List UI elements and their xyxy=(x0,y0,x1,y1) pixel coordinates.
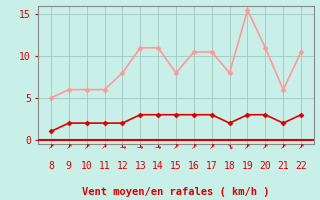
Text: ↗: ↗ xyxy=(84,142,90,151)
Text: ↗: ↗ xyxy=(191,142,197,151)
Text: ↗: ↗ xyxy=(173,142,179,151)
Text: →: → xyxy=(119,142,125,151)
Text: ↗: ↗ xyxy=(244,142,251,151)
Text: ↗: ↗ xyxy=(298,142,304,151)
Text: ↗: ↗ xyxy=(262,142,268,151)
Text: ↗: ↗ xyxy=(101,142,108,151)
Text: ↗: ↗ xyxy=(66,142,72,151)
Text: →: → xyxy=(137,142,143,151)
Text: ↗: ↗ xyxy=(209,142,215,151)
X-axis label: Vent moyen/en rafales ( km/h ): Vent moyen/en rafales ( km/h ) xyxy=(82,187,270,197)
Text: ↗: ↗ xyxy=(280,142,286,151)
Text: ↘: ↘ xyxy=(227,142,233,151)
Text: →: → xyxy=(155,142,161,151)
Text: ↗: ↗ xyxy=(48,142,54,151)
